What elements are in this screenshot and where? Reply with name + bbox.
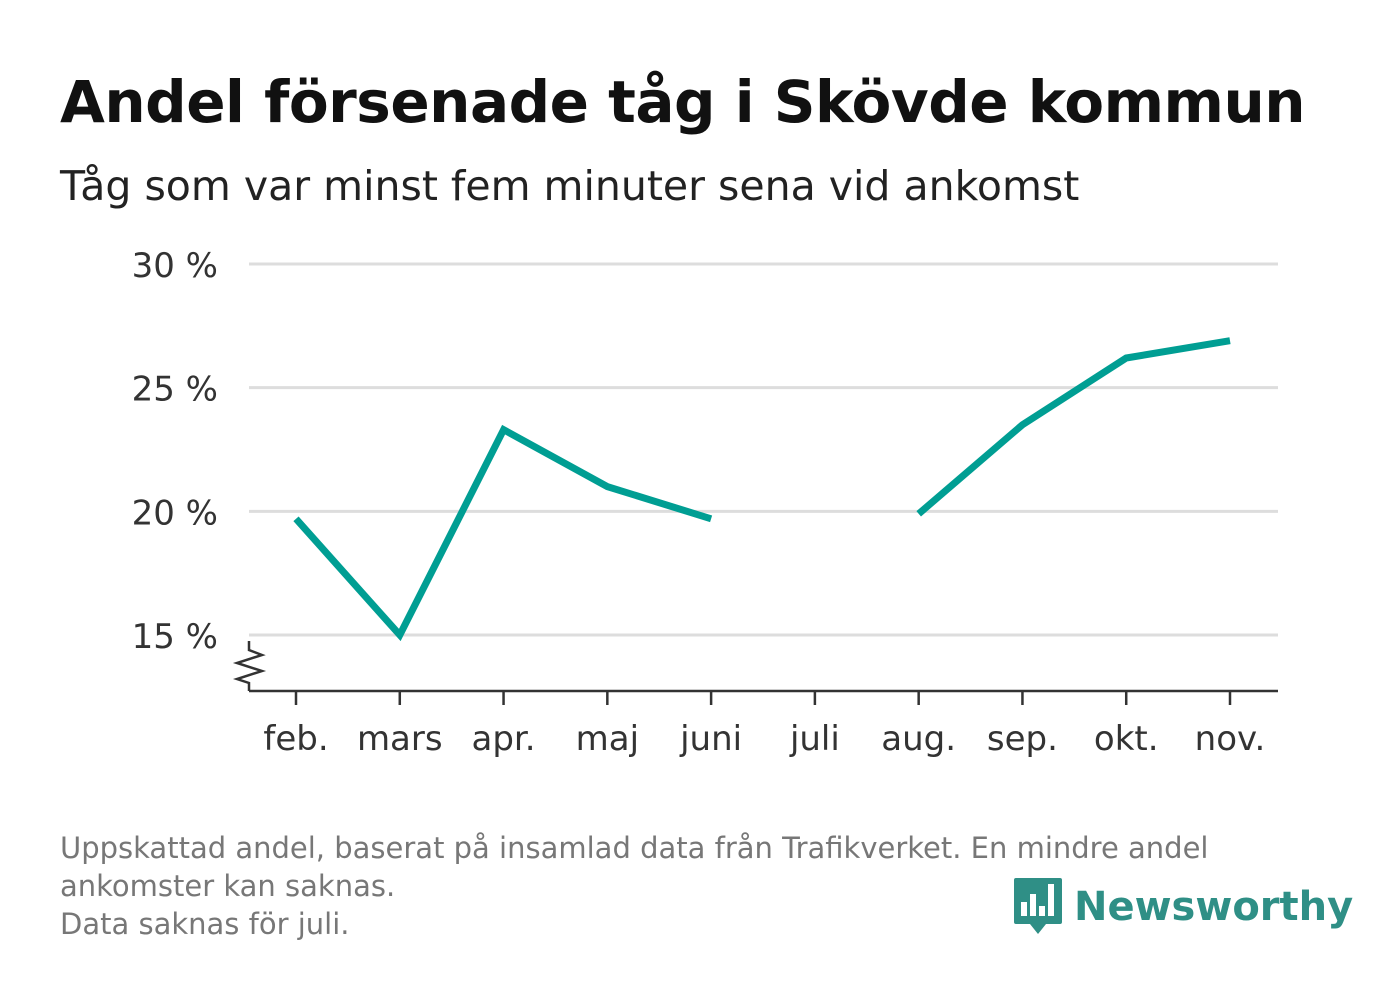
y-tick-label: 20 % — [132, 493, 218, 533]
x-tick-label: okt. — [1094, 719, 1159, 759]
footnote: Uppskattad andel, baserat på insamlad da… — [60, 829, 1208, 943]
y-tick-label: 15 % — [132, 617, 218, 657]
brand-logo: Newsworthy — [1012, 876, 1353, 938]
footnote-line-3: Data saknas för juli. — [60, 907, 350, 941]
y-tick-label: 30 % — [132, 246, 218, 286]
footnote-line-1: Uppskattad andel, baserat på insamlad da… — [60, 831, 1209, 865]
bar-chart-speech-bubble-icon — [1014, 878, 1062, 934]
series-lines — [293, 337, 1231, 642]
y-axis-ticks: 15 % 20 % 25 % 30 % — [132, 246, 218, 657]
y-tick-label: 25 % — [132, 370, 218, 410]
footnote-line-2: ankomster kan saknas. — [60, 869, 396, 903]
x-axis-ticks: feb. mars apr. maj juni juli aug. sep. okt. nov. — [263, 691, 1265, 759]
x-axis — [232, 641, 1278, 693]
series-line-segment — [293, 424, 713, 642]
series-line-segment — [916, 337, 1231, 517]
x-tick-label: aug. — [881, 719, 956, 759]
x-tick-label: feb. — [263, 719, 328, 759]
x-tick-label: sep. — [987, 719, 1058, 759]
x-tick-label: juni — [679, 719, 742, 759]
x-tick-label: apr. — [472, 719, 536, 759]
x-tick-label: maj — [576, 719, 639, 759]
chart-subtitle: Tåg som var minst fem minuter sena vid a… — [60, 162, 1080, 210]
x-tick-label: nov. — [1195, 719, 1266, 759]
gridlines — [249, 262, 1278, 637]
axis-break-symbol — [232, 641, 267, 691]
chart-title: Andel försenade tåg i Skövde kommun — [60, 68, 1306, 136]
x-tick-label: mars — [357, 719, 443, 759]
brand-name: Newsworthy — [1074, 884, 1354, 930]
x-tick-label: juli — [789, 719, 840, 759]
